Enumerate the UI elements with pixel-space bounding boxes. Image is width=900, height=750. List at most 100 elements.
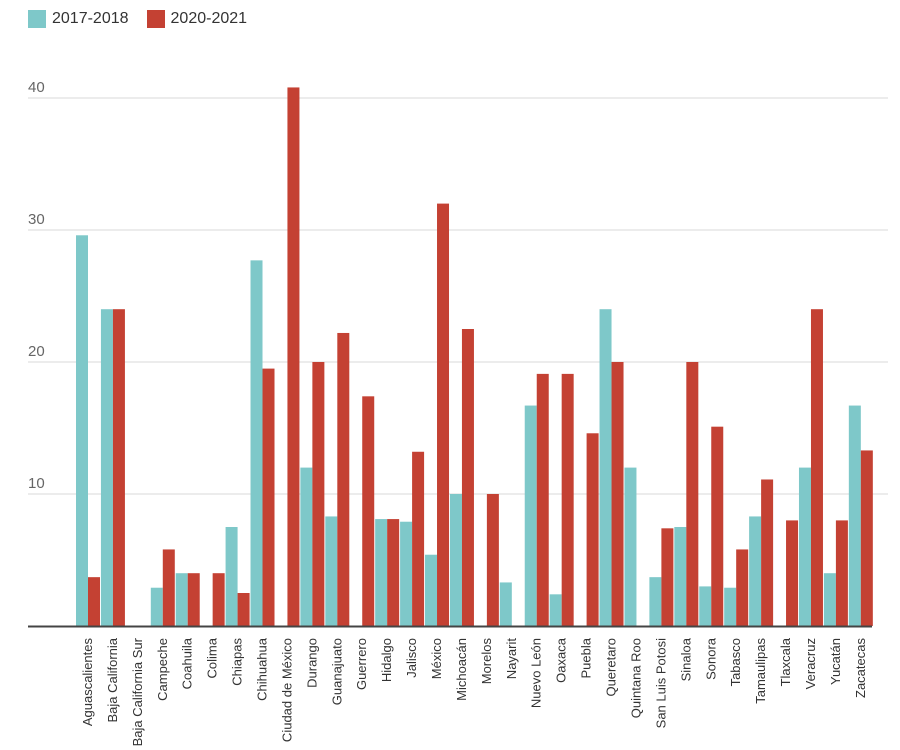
bar-2017-2018-guanajuato[interactable] [325, 516, 338, 626]
bar-2020-2021-morelos[interactable] [486, 494, 499, 626]
x-tick-label: Oaxaca [554, 637, 569, 683]
x-tick-label: Morelos [479, 638, 494, 685]
x-tick-label: Guerrero [354, 638, 369, 690]
bar-2017-2018-veracruz[interactable] [798, 467, 811, 626]
legend-swatch-2017-2018 [28, 10, 46, 28]
x-tick-label: Guanajuato [329, 638, 344, 705]
bar-2020-2021-jalisco[interactable] [412, 451, 425, 626]
bar-2017-2018-baja-california[interactable] [100, 309, 113, 626]
bar-2017-2018-yucatán[interactable] [823, 573, 836, 626]
legend-label: 2020-2021 [170, 10, 248, 27]
bar-2020-2021-sonora[interactable] [711, 426, 724, 626]
bar-2020-2021-méxico[interactable] [437, 203, 450, 626]
x-tick-label: San Luis Potosi [653, 638, 668, 728]
x-tick-label: Zacatecas [853, 638, 868, 698]
x-tick-label: Tabasco [728, 638, 743, 686]
bar-2017-2018-tamaulipas[interactable] [749, 516, 762, 626]
bar-2017-2018-hidalgo[interactable] [375, 519, 388, 626]
bar-2020-2021-sinaloa[interactable] [686, 362, 699, 626]
bar-2017-2018-durango[interactable] [300, 467, 313, 626]
x-tick-label: Yucatán [828, 638, 843, 685]
bar-2020-2021-colima[interactable] [212, 573, 225, 626]
x-tick-label: Chiapas [230, 638, 245, 686]
x-tick-label: Sinaloa [678, 637, 693, 681]
bar-2017-2018-chihuahua[interactable] [250, 260, 263, 626]
x-tick-label: Baja California [105, 637, 120, 722]
x-tick-label: Queretaro [604, 638, 619, 697]
bar-2017-2018-san-luis-potosi[interactable] [649, 577, 662, 626]
bar-2020-2021-hidalgo[interactable] [387, 519, 400, 626]
x-tick-label: Puebla [579, 637, 594, 678]
bars [76, 87, 873, 626]
y-tick-label: 40 [28, 79, 45, 96]
bar-2020-2021-coahuila[interactable] [187, 573, 200, 626]
bar-2017-2018-campeche[interactable] [150, 587, 163, 626]
x-tick-label: Campeche [155, 638, 170, 701]
bar-2020-2021-guerrero[interactable] [362, 396, 375, 626]
bar-2017-2018-zacatecas[interactable] [848, 405, 861, 626]
y-axis-ticks: 10 20 30 40 [28, 79, 45, 492]
bar-2020-2021-zacatecas[interactable] [860, 450, 873, 626]
bar-2020-2021-tabasco[interactable] [736, 549, 749, 626]
y-tick-label: 20 [28, 343, 45, 360]
x-tick-label: Veracruz [803, 638, 818, 689]
bar-2017-2018-queretaro[interactable] [599, 309, 612, 626]
bar-2017-2018-sonora[interactable] [699, 586, 712, 626]
bar-2017-2018-nayarit[interactable] [499, 582, 512, 626]
x-tick-label: Michoacán [454, 638, 469, 701]
bar-2020-2021-baja-california[interactable] [112, 309, 125, 626]
x-tick-label: Nuevo León [529, 638, 544, 708]
bar-2017-2018-michoacán[interactable] [449, 494, 462, 626]
x-tick-label: Aguascalientes [80, 638, 95, 727]
x-tick-label: Baja California Sur [130, 637, 145, 746]
legend-swatch-2020-2021 [146, 10, 165, 28]
bar-2020-2021-queretaro[interactable] [611, 362, 624, 626]
x-tick-label: Chihuahua [255, 637, 270, 701]
bar-2020-2021-oaxaca[interactable] [561, 373, 574, 626]
bar-2017-2018-nuevo-león[interactable] [524, 405, 537, 626]
x-tick-label: Tamaulipas [753, 638, 768, 704]
bar-2020-2021-chiapas[interactable] [237, 593, 250, 626]
bar-2020-2021-durango[interactable] [312, 362, 325, 626]
x-tick-label: Sonora [703, 637, 718, 680]
bar-2020-2021-campeche[interactable] [162, 549, 175, 626]
bar-2020-2021-tamaulipas[interactable] [761, 479, 774, 626]
x-axis-labels: Aguascalientes Baja California Baja Califo… [80, 637, 868, 746]
bar-2020-2021-san-luis-potosi[interactable] [661, 528, 674, 626]
x-tick-label: Colima [205, 637, 220, 678]
bar-2017-2018-méxico[interactable] [425, 554, 438, 626]
bar-2020-2021-nuevo-león[interactable] [536, 373, 549, 626]
bar-2017-2018-coahuila[interactable] [175, 573, 188, 626]
x-tick-label: Hidalgo [379, 638, 394, 682]
bar-2017-2018-quintana-roo[interactable] [624, 467, 637, 626]
bar-2020-2021-yucatán[interactable] [835, 520, 848, 626]
x-tick-label: Coahuila [180, 637, 195, 689]
bar-2017-2018-oaxaca[interactable] [549, 594, 562, 626]
bar-2020-2021-tlaxcala[interactable] [786, 520, 799, 626]
bar-2017-2018-aguascalientes[interactable] [76, 235, 88, 626]
gridlines [28, 97, 888, 495]
bar-2020-2021-michoacán[interactable] [461, 329, 474, 626]
bar-2017-2018-chiapas[interactable] [225, 527, 238, 626]
x-tick-label: Durango [304, 638, 319, 688]
bar-2020-2021-chihuahua[interactable] [262, 368, 275, 626]
y-tick-label: 10 [28, 475, 45, 492]
legend-item-2017-2018[interactable]: 2017-2018 [28, 10, 129, 28]
legend-label: 2017-2018 [52, 10, 129, 27]
x-tick-label: Jalisco [404, 638, 419, 678]
bar-2020-2021-puebla[interactable] [586, 433, 599, 626]
legend-item-2020-2021[interactable]: 2020-2021 [146, 10, 248, 28]
x-tick-label: Ciudad de México [279, 638, 294, 742]
bar-2020-2021-guanajuato[interactable] [337, 332, 350, 626]
bar-2017-2018-jalisco[interactable] [400, 521, 413, 626]
bar-2020-2021-veracruz[interactable] [810, 309, 823, 626]
bar-2020-2021-aguascalientes[interactable] [88, 577, 100, 626]
chart-legend: 2017-2018 2020-2021 [28, 10, 257, 28]
x-tick-label: México [429, 638, 444, 679]
x-tick-label: Nayarit [504, 638, 519, 680]
x-tick-label: Tlaxcala [778, 637, 793, 686]
bar-2020-2021-ciudad-de-méxico[interactable] [287, 87, 300, 626]
bar-2017-2018-sinaloa[interactable] [674, 527, 687, 626]
bar-2017-2018-tabasco[interactable] [724, 587, 737, 626]
